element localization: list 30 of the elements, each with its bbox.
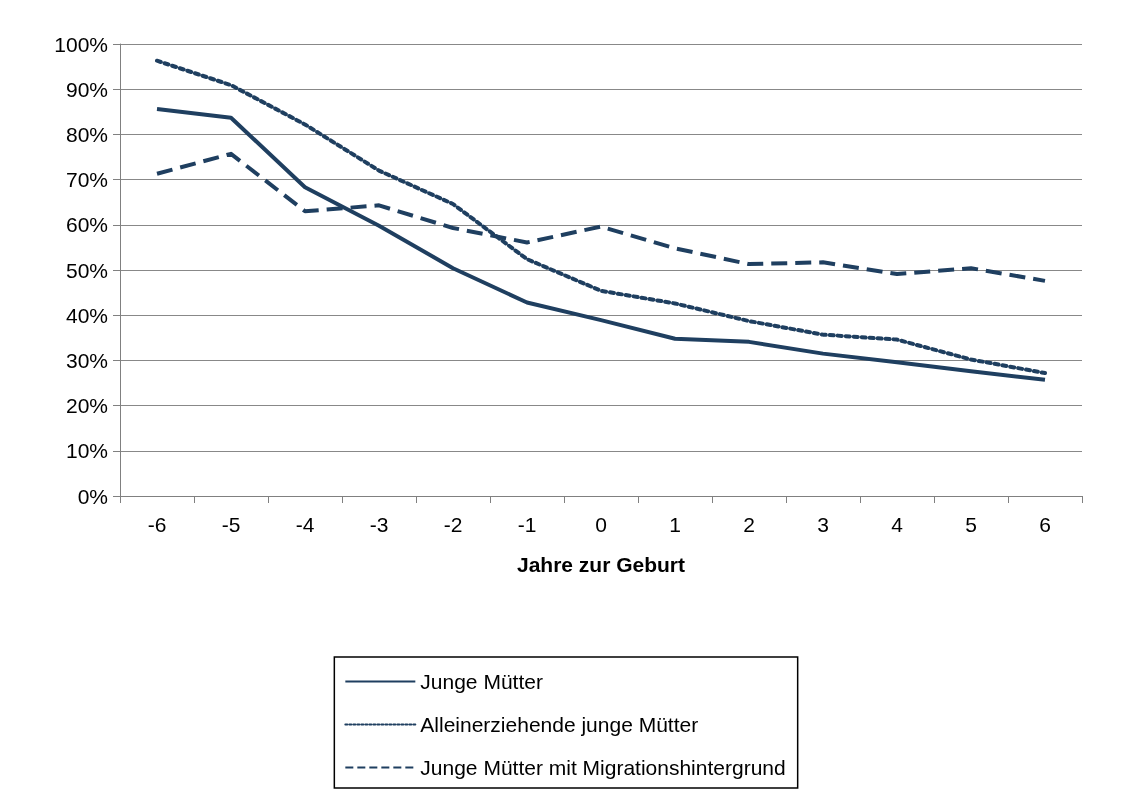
x-tick-label: -3 — [369, 513, 389, 536]
x-tick-label: -6 — [147, 513, 167, 536]
x-tick-label: -4 — [295, 513, 315, 536]
x-tick-label: -1 — [517, 513, 537, 536]
y-tick-label: 10% — [65, 439, 108, 463]
y-tick-label: 50% — [65, 258, 108, 282]
x-tick-label: 3 — [817, 513, 829, 536]
line-series — [155, 58, 1047, 376]
legend-label: Junge Mütter mit Migrationshintergrund — [420, 756, 786, 779]
x-tick-label: 2 — [743, 513, 755, 536]
x-tick-label: -2 — [443, 513, 463, 536]
y-tick-label: 80% — [65, 122, 108, 146]
legend-label: Alleinerziehende junge Mütter — [420, 713, 699, 736]
y-tick-label: 90% — [65, 77, 108, 101]
x-tick-label: 5 — [965, 513, 977, 536]
y-tick-label: 60% — [65, 213, 108, 237]
x-tick-label: 1 — [669, 513, 681, 536]
y-tick-label: 40% — [65, 303, 108, 327]
legend-label: Junge Mütter — [420, 670, 543, 693]
x-tick-label: 4 — [891, 513, 904, 536]
x-tick-label: -5 — [221, 513, 241, 536]
y-tick-label: 30% — [65, 348, 108, 372]
y-tick-label: 0% — [77, 484, 108, 508]
y-tick-label: 100% — [54, 32, 108, 56]
x-axis-title: Jahre zur Geburt — [516, 553, 686, 576]
x-tick-label: 0 — [595, 513, 607, 536]
y-tick-label: 70% — [65, 168, 108, 192]
y-tick-label: 20% — [65, 394, 108, 418]
line-series — [155, 107, 1047, 382]
x-tick-label: 6 — [1039, 513, 1051, 536]
